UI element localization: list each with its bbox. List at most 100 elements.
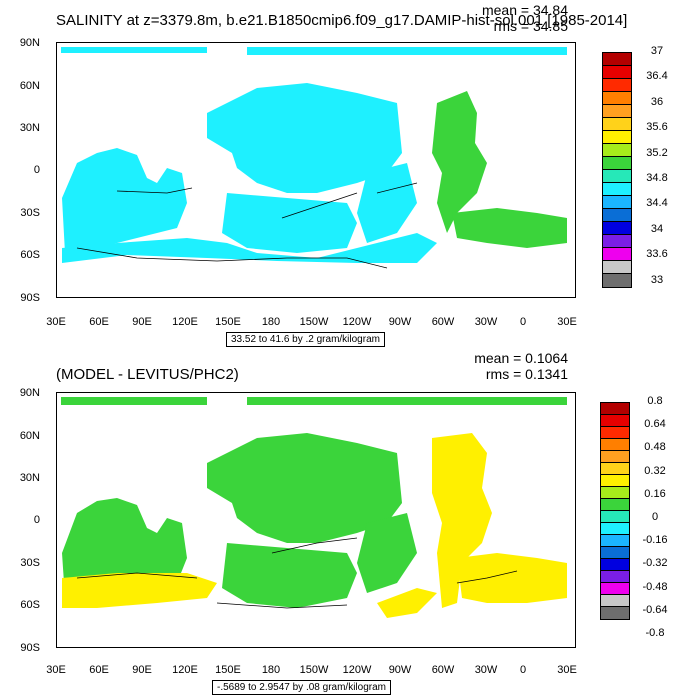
atlantic-south-accent — [452, 208, 567, 248]
y-label: 30S — [20, 557, 40, 569]
colorbar-label: 0.8 — [647, 395, 663, 407]
x-label: 120E — [172, 316, 198, 328]
indian-ocean — [62, 148, 187, 253]
y-label: 90N — [19, 387, 40, 399]
x-label: 60E — [89, 664, 109, 676]
southern-ocean — [62, 233, 437, 263]
colorbar-label: 35.6 — [646, 121, 668, 134]
x-label: 60W — [431, 664, 455, 676]
colorbar-label: -0.16 — [642, 534, 668, 547]
colorbar-swatch — [603, 79, 631, 92]
rms-value: rms = 0.1341 — [485, 366, 568, 382]
colorbar-label: 36.4 — [646, 70, 668, 83]
south-pacific — [222, 543, 357, 608]
atlantic-south-yellow — [457, 553, 567, 603]
x-label: 150E — [215, 664, 241, 676]
south-atlantic — [357, 163, 417, 243]
panel-title: SALINITY at z=3379.8m, b.e21.B1850cmip6.… — [56, 12, 628, 29]
colorbar-swatch — [601, 451, 629, 463]
y-label: 30N — [19, 122, 40, 134]
colorbar-swatch — [603, 274, 631, 287]
colorbar-label: 0.32 — [644, 464, 666, 477]
rms-value: rms = 34.85 — [493, 18, 568, 34]
colorbar-swatch — [601, 571, 629, 583]
colorbar-label: 0.16 — [644, 487, 666, 500]
x-label: 150W — [299, 316, 329, 328]
colorbar-swatch — [603, 66, 631, 79]
colorbar-swatch — [603, 183, 631, 196]
atlantic-accent — [432, 91, 487, 233]
colorbar-swatch — [603, 144, 631, 157]
colorbar-label: 37 — [650, 45, 664, 57]
x-label: 30E — [46, 664, 66, 676]
colorbar-swatch — [603, 248, 631, 261]
colorbar-swatch — [603, 157, 631, 170]
colorbar-label: -0.48 — [642, 580, 668, 593]
colorbar-label: -0.32 — [642, 557, 668, 570]
x-label: 120W — [342, 664, 372, 676]
ocean-field-map — [61, 397, 567, 618]
colorbar-label: 0.48 — [644, 441, 666, 454]
colorbar-swatch — [601, 475, 629, 487]
y-label: 90S — [20, 642, 40, 654]
x-label: 60E — [89, 316, 109, 328]
x-label: 120E — [172, 664, 198, 676]
x-label: 30E — [557, 664, 577, 676]
y-label: 60S — [20, 599, 40, 611]
x-label: 90W — [388, 664, 412, 676]
colorbar-swatch — [601, 427, 629, 439]
arctic-strip — [61, 47, 567, 55]
colorbar-swatch — [601, 607, 629, 619]
map-frame — [56, 392, 576, 648]
y-label: 0 — [33, 164, 40, 176]
colorbar-swatch — [603, 261, 631, 274]
colorbar-swatch — [601, 439, 629, 451]
x-label: 0 — [519, 316, 527, 328]
colorbar-swatch — [601, 595, 629, 607]
colorbar-label: 33 — [650, 273, 664, 286]
contour-info-box: 33.52 to 41.6 by .2 gram/kilogram — [226, 332, 385, 347]
x-label: 90E — [132, 664, 152, 676]
atlantic-yellow — [432, 433, 492, 608]
panel-title: (MODEL - LEVITUS/PHC2) — [56, 366, 239, 383]
y-label: 0 — [33, 514, 40, 526]
x-label: 0 — [519, 664, 527, 676]
colorbar-swatch — [601, 523, 629, 535]
contour-line — [76, 537, 518, 609]
contour-info-box: -.5689 to 2.9547 by .08 gram/kilogram — [212, 680, 391, 695]
colorbar-label: 0.64 — [644, 418, 666, 431]
colorbar-swatch — [601, 487, 629, 499]
colorbar-swatch — [601, 547, 629, 559]
colorbar-label: 35.2 — [646, 146, 668, 159]
southern-yellow-band — [62, 573, 437, 618]
colorbar-swatch — [603, 222, 631, 235]
south-atlantic — [357, 513, 417, 593]
x-label: 150W — [299, 664, 329, 676]
colorbar-swatch — [601, 499, 629, 511]
colorbar-label: 0 — [651, 511, 659, 523]
pacific-ocean — [207, 433, 402, 543]
x-label: 30E — [46, 316, 66, 328]
colorbar-label: 34 — [650, 222, 664, 235]
y-label: 60N — [19, 80, 40, 92]
x-label: 30E — [557, 316, 577, 328]
colorbar-swatch — [601, 583, 629, 595]
x-label: 180 — [261, 316, 281, 328]
x-label: 60W — [431, 316, 455, 328]
colorbar — [602, 52, 632, 288]
colorbar-swatch — [603, 170, 631, 183]
colorbar-swatch — [601, 511, 629, 523]
mean-value: mean = 34.84 — [481, 2, 568, 18]
x-label: 30W — [474, 664, 498, 676]
y-label: 30S — [20, 207, 40, 219]
colorbar-swatch — [601, 415, 629, 427]
y-label: 60N — [19, 430, 40, 442]
arctic-strip — [61, 397, 567, 405]
y-label: 60S — [20, 249, 40, 261]
colorbar-swatch — [601, 559, 629, 571]
colorbar-swatch — [603, 92, 631, 105]
colorbar-swatch — [601, 403, 629, 415]
x-label: 120W — [342, 316, 372, 328]
pacific-ocean — [207, 83, 402, 193]
colorbar-swatch — [603, 209, 631, 222]
